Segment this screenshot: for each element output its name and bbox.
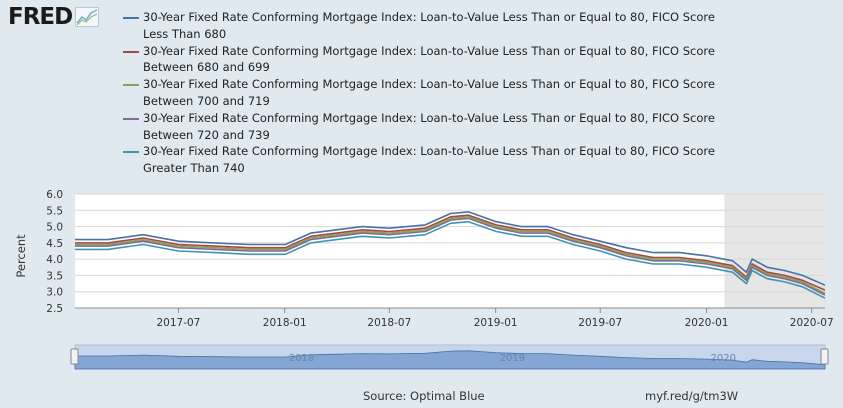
legend-label: 30-Year Fixed Rate Conforming Mortgage I… bbox=[143, 43, 715, 75]
series-line bbox=[75, 211, 826, 286]
x-tick-label: 2018-07 bbox=[367, 317, 411, 329]
navigator-year-label: 2018 bbox=[289, 353, 314, 364]
series-line bbox=[75, 217, 826, 296]
legend-swatch bbox=[123, 151, 139, 154]
x-tick-label: 2017-07 bbox=[156, 317, 200, 329]
fred-logo[interactable]: FRED bbox=[8, 4, 100, 30]
x-tick-label: 2020-07 bbox=[790, 317, 834, 329]
legend-swatch bbox=[123, 84, 139, 87]
line-chart: 2.5 3.0 3.5 4.0 4.5 5.0 5.5 6.0 2017-07 2018-01 20… bbox=[14, 189, 834, 370]
legend-label: 30-Year Fixed Rate Conforming Mortgage I… bbox=[143, 110, 715, 142]
legend-label: 30-Year Fixed Rate Conforming Mortgage I… bbox=[143, 10, 715, 41]
y-tick-label: 3.5 bbox=[46, 270, 63, 282]
y-tick-label: 5.0 bbox=[46, 222, 63, 234]
x-tick-label: 2018-01 bbox=[263, 317, 307, 329]
legend-label: 30-Year Fixed Rate Conforming Mortgage I… bbox=[143, 77, 715, 108]
legend-swatch bbox=[123, 117, 139, 120]
logo-text: FRED bbox=[8, 4, 73, 30]
navigator-year-label: 2019 bbox=[500, 353, 525, 364]
legend-item[interactable]: 30-Year Fixed Rate Conforming Mortgage I… bbox=[123, 76, 723, 110]
y-tick-label: 4.0 bbox=[46, 254, 63, 266]
y-tick-label: 4.5 bbox=[46, 238, 63, 250]
legend-item[interactable]: 30-Year Fixed Rate Conforming Mortgage I… bbox=[123, 9, 723, 43]
source-credit: Source: Optimal Blue bbox=[363, 389, 485, 403]
navigator-handle[interactable] bbox=[820, 348, 829, 365]
y-tick-label: 5.5 bbox=[46, 205, 63, 217]
y-tick-label: 3.0 bbox=[46, 287, 63, 299]
short-url-link[interactable]: myf.red/g/tm3W bbox=[645, 389, 739, 403]
legend-item[interactable]: 30-Year Fixed Rate Conforming Mortgage I… bbox=[123, 110, 723, 144]
x-tick-label: 2019-07 bbox=[578, 317, 622, 329]
plot-area[interactable]: 2.5 3.0 3.5 4.0 4.5 5.0 5.5 6.0 2017-07 2018-01 20… bbox=[46, 189, 833, 329]
navigator-area bbox=[74, 350, 826, 370]
navigator-handle[interactable] bbox=[70, 348, 79, 365]
range-navigator[interactable]: 2018 2019 2020 bbox=[70, 344, 829, 370]
legend-item[interactable]: 30-Year Fixed Rate Conforming Mortgage I… bbox=[123, 43, 723, 77]
legend-item[interactable]: 30-Year Fixed Rate Conforming Mortgage I… bbox=[123, 143, 723, 177]
legend-swatch bbox=[123, 17, 139, 19]
chart-line-icon bbox=[75, 7, 100, 27]
navigator-year-label: 2020 bbox=[711, 353, 736, 364]
x-tick-label: 2020-01 bbox=[685, 317, 729, 329]
y-axis-label: Percent bbox=[14, 234, 28, 278]
legend-swatch bbox=[123, 50, 139, 53]
series-line bbox=[75, 220, 826, 299]
y-tick-label: 6.0 bbox=[46, 189, 63, 201]
y-tick-label: 2.5 bbox=[46, 303, 63, 315]
chart-legend: 30-Year Fixed Rate Conforming Mortgage I… bbox=[123, 9, 723, 177]
x-tick-label: 2019-01 bbox=[474, 317, 518, 329]
legend-label: 30-Year Fixed Rate Conforming Mortgage I… bbox=[143, 144, 715, 176]
